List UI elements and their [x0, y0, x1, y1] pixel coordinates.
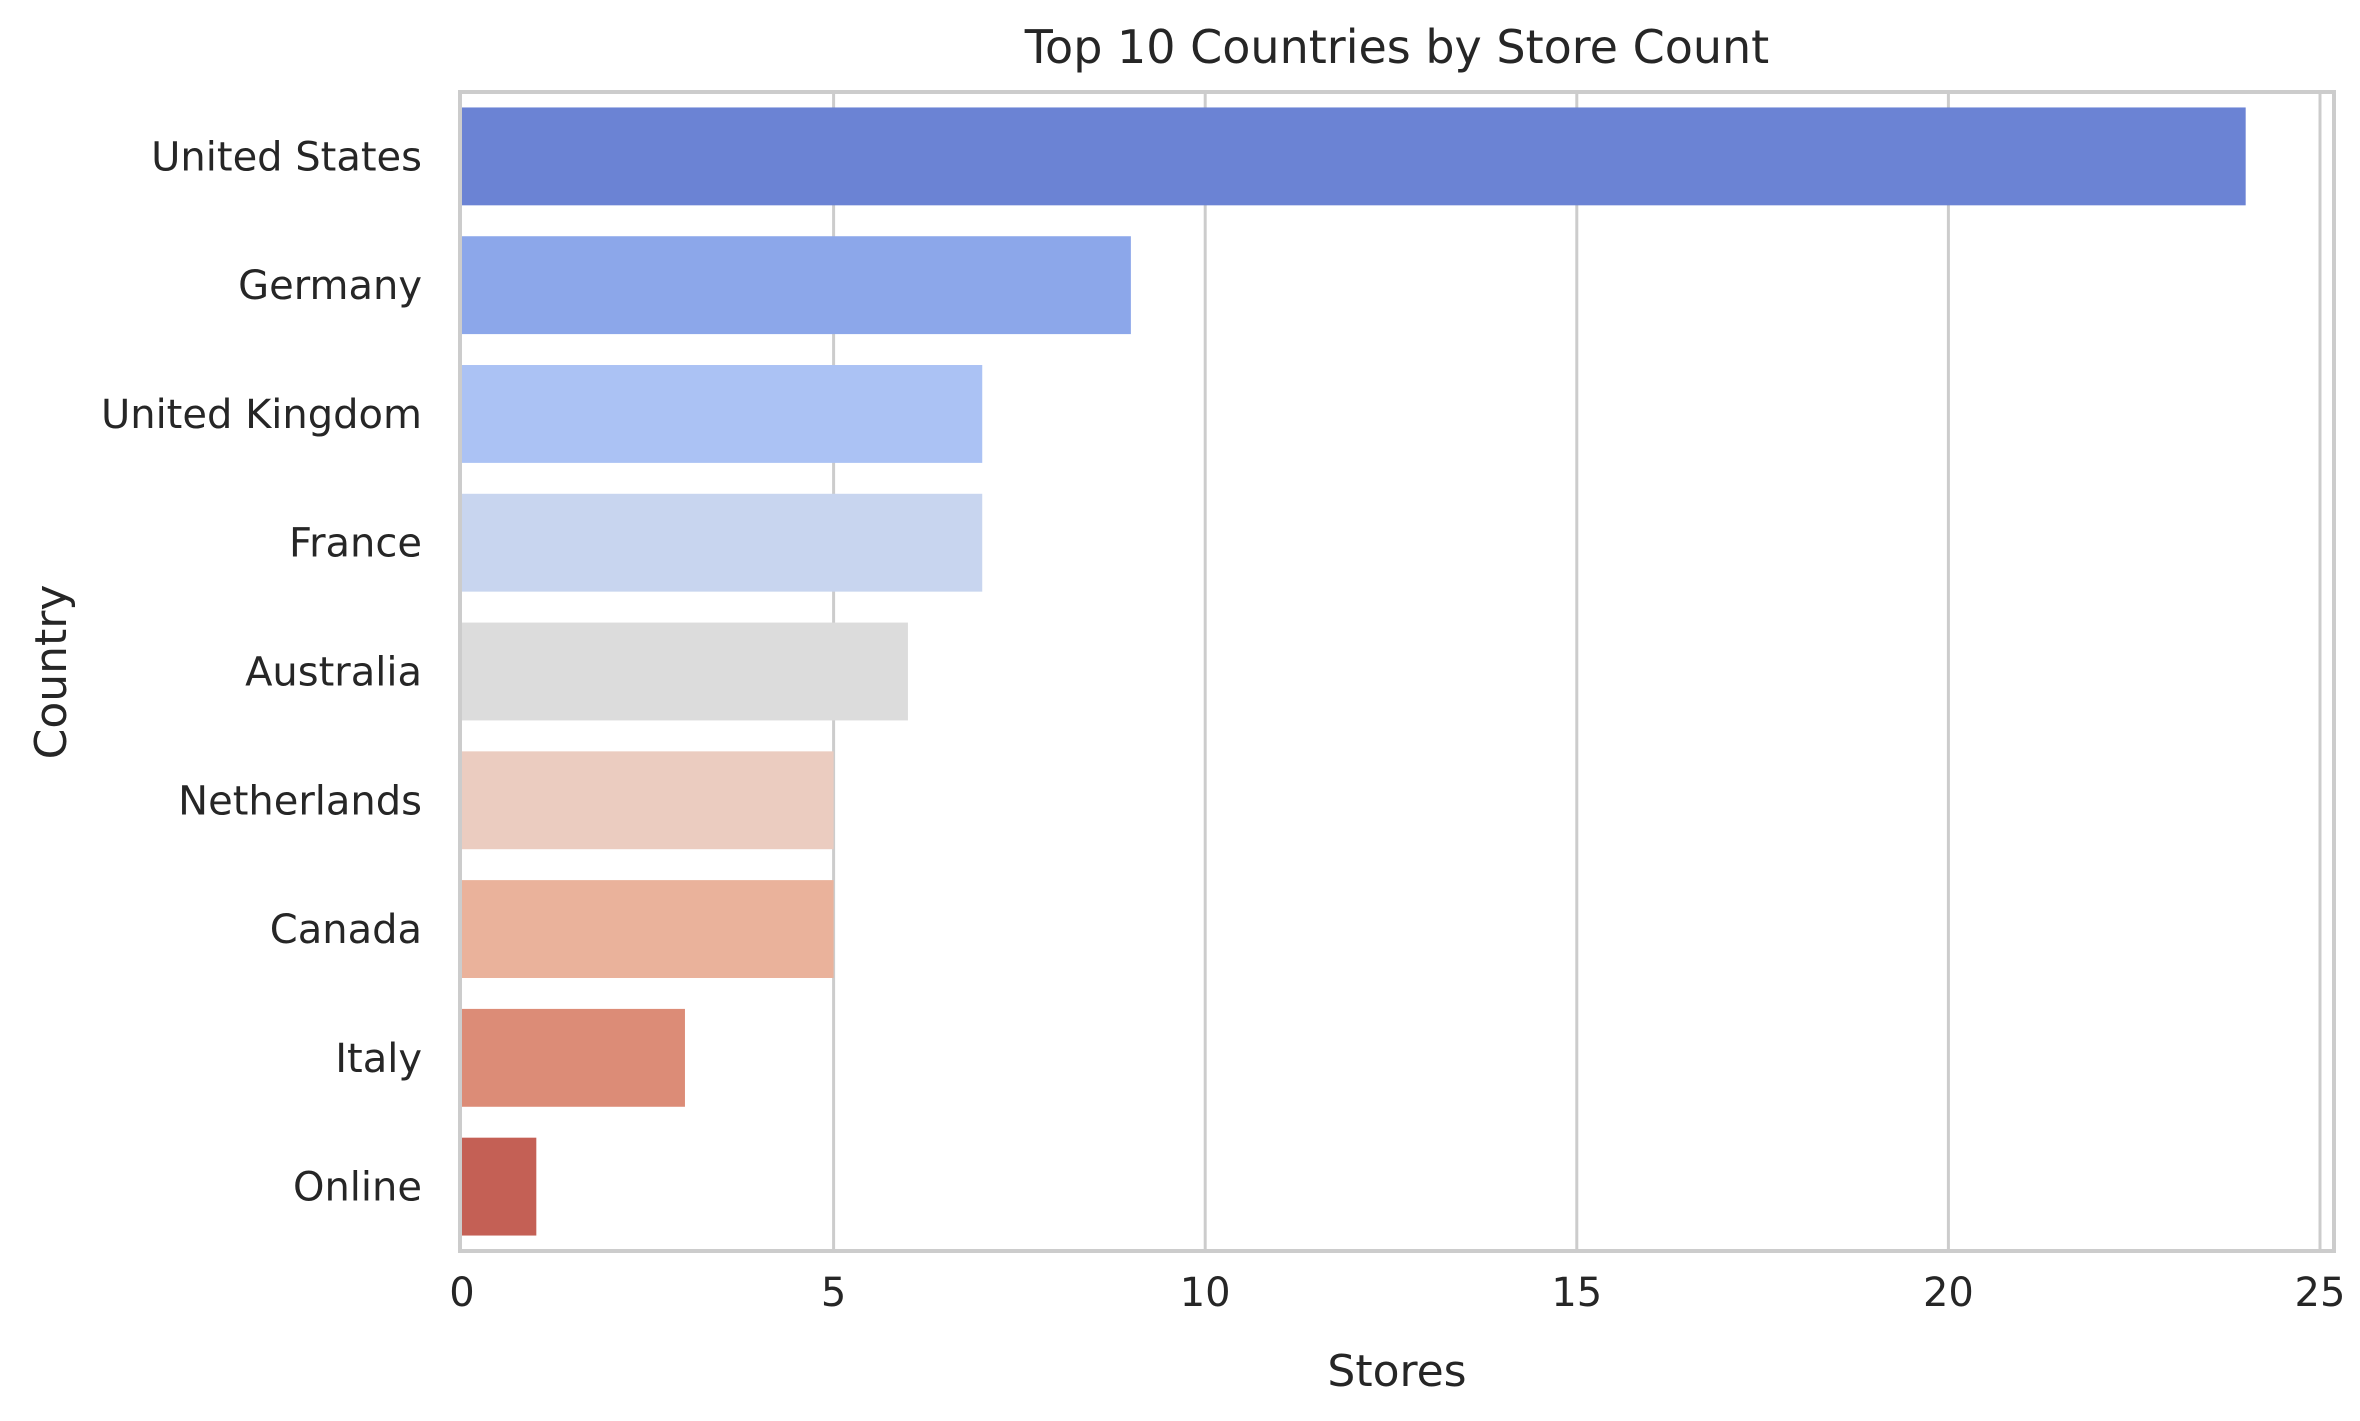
- y-tick-labels: United States Germany United Kingdom France…: [101, 134, 422, 1210]
- x-tick-label: 20: [1923, 1270, 1974, 1316]
- x-axis-label: Stores: [1327, 1346, 1466, 1397]
- x-tick-label: 5: [821, 1270, 846, 1316]
- y-tick-label: Australia: [245, 650, 422, 696]
- y-tick-label: United States: [151, 134, 422, 180]
- plot-frame: [458, 90, 2336, 1253]
- bar-italy: [462, 1008, 685, 1107]
- y-tick-label: France: [289, 521, 422, 567]
- bar-france: [462, 493, 983, 592]
- y-axis-label: Country: [26, 585, 77, 760]
- y-tick-label: Online: [293, 1165, 422, 1211]
- y-tick-label: United Kingdom: [101, 392, 422, 438]
- y-tick-label: Italy: [335, 1036, 422, 1082]
- y-tick-label: Canada: [270, 907, 422, 953]
- y-tick-label: Germany: [238, 263, 422, 309]
- y-tick-label: Netherlands: [178, 778, 422, 824]
- bar-netherlands: [462, 751, 834, 850]
- x-tick-label: 15: [1551, 1270, 1602, 1316]
- x-tick-label: 10: [1180, 1270, 1231, 1316]
- bar-canada: [462, 880, 834, 978]
- bar-united-states: [462, 107, 2246, 206]
- x-tick-labels: 0 5 10 15 20 25: [449, 1270, 2345, 1316]
- bars: [462, 107, 2246, 1236]
- x-tick-label: 0: [449, 1270, 474, 1316]
- x-gridlines: [832, 92, 2322, 1251]
- x-tick-label: 25: [2295, 1270, 2346, 1316]
- bar-online: [462, 1137, 537, 1236]
- chart-title: Top 10 Countries by Store Count: [1024, 20, 1769, 74]
- bar-united-kingdom: [462, 365, 983, 463]
- bar-germany: [462, 236, 1131, 335]
- bar-australia: [462, 622, 908, 721]
